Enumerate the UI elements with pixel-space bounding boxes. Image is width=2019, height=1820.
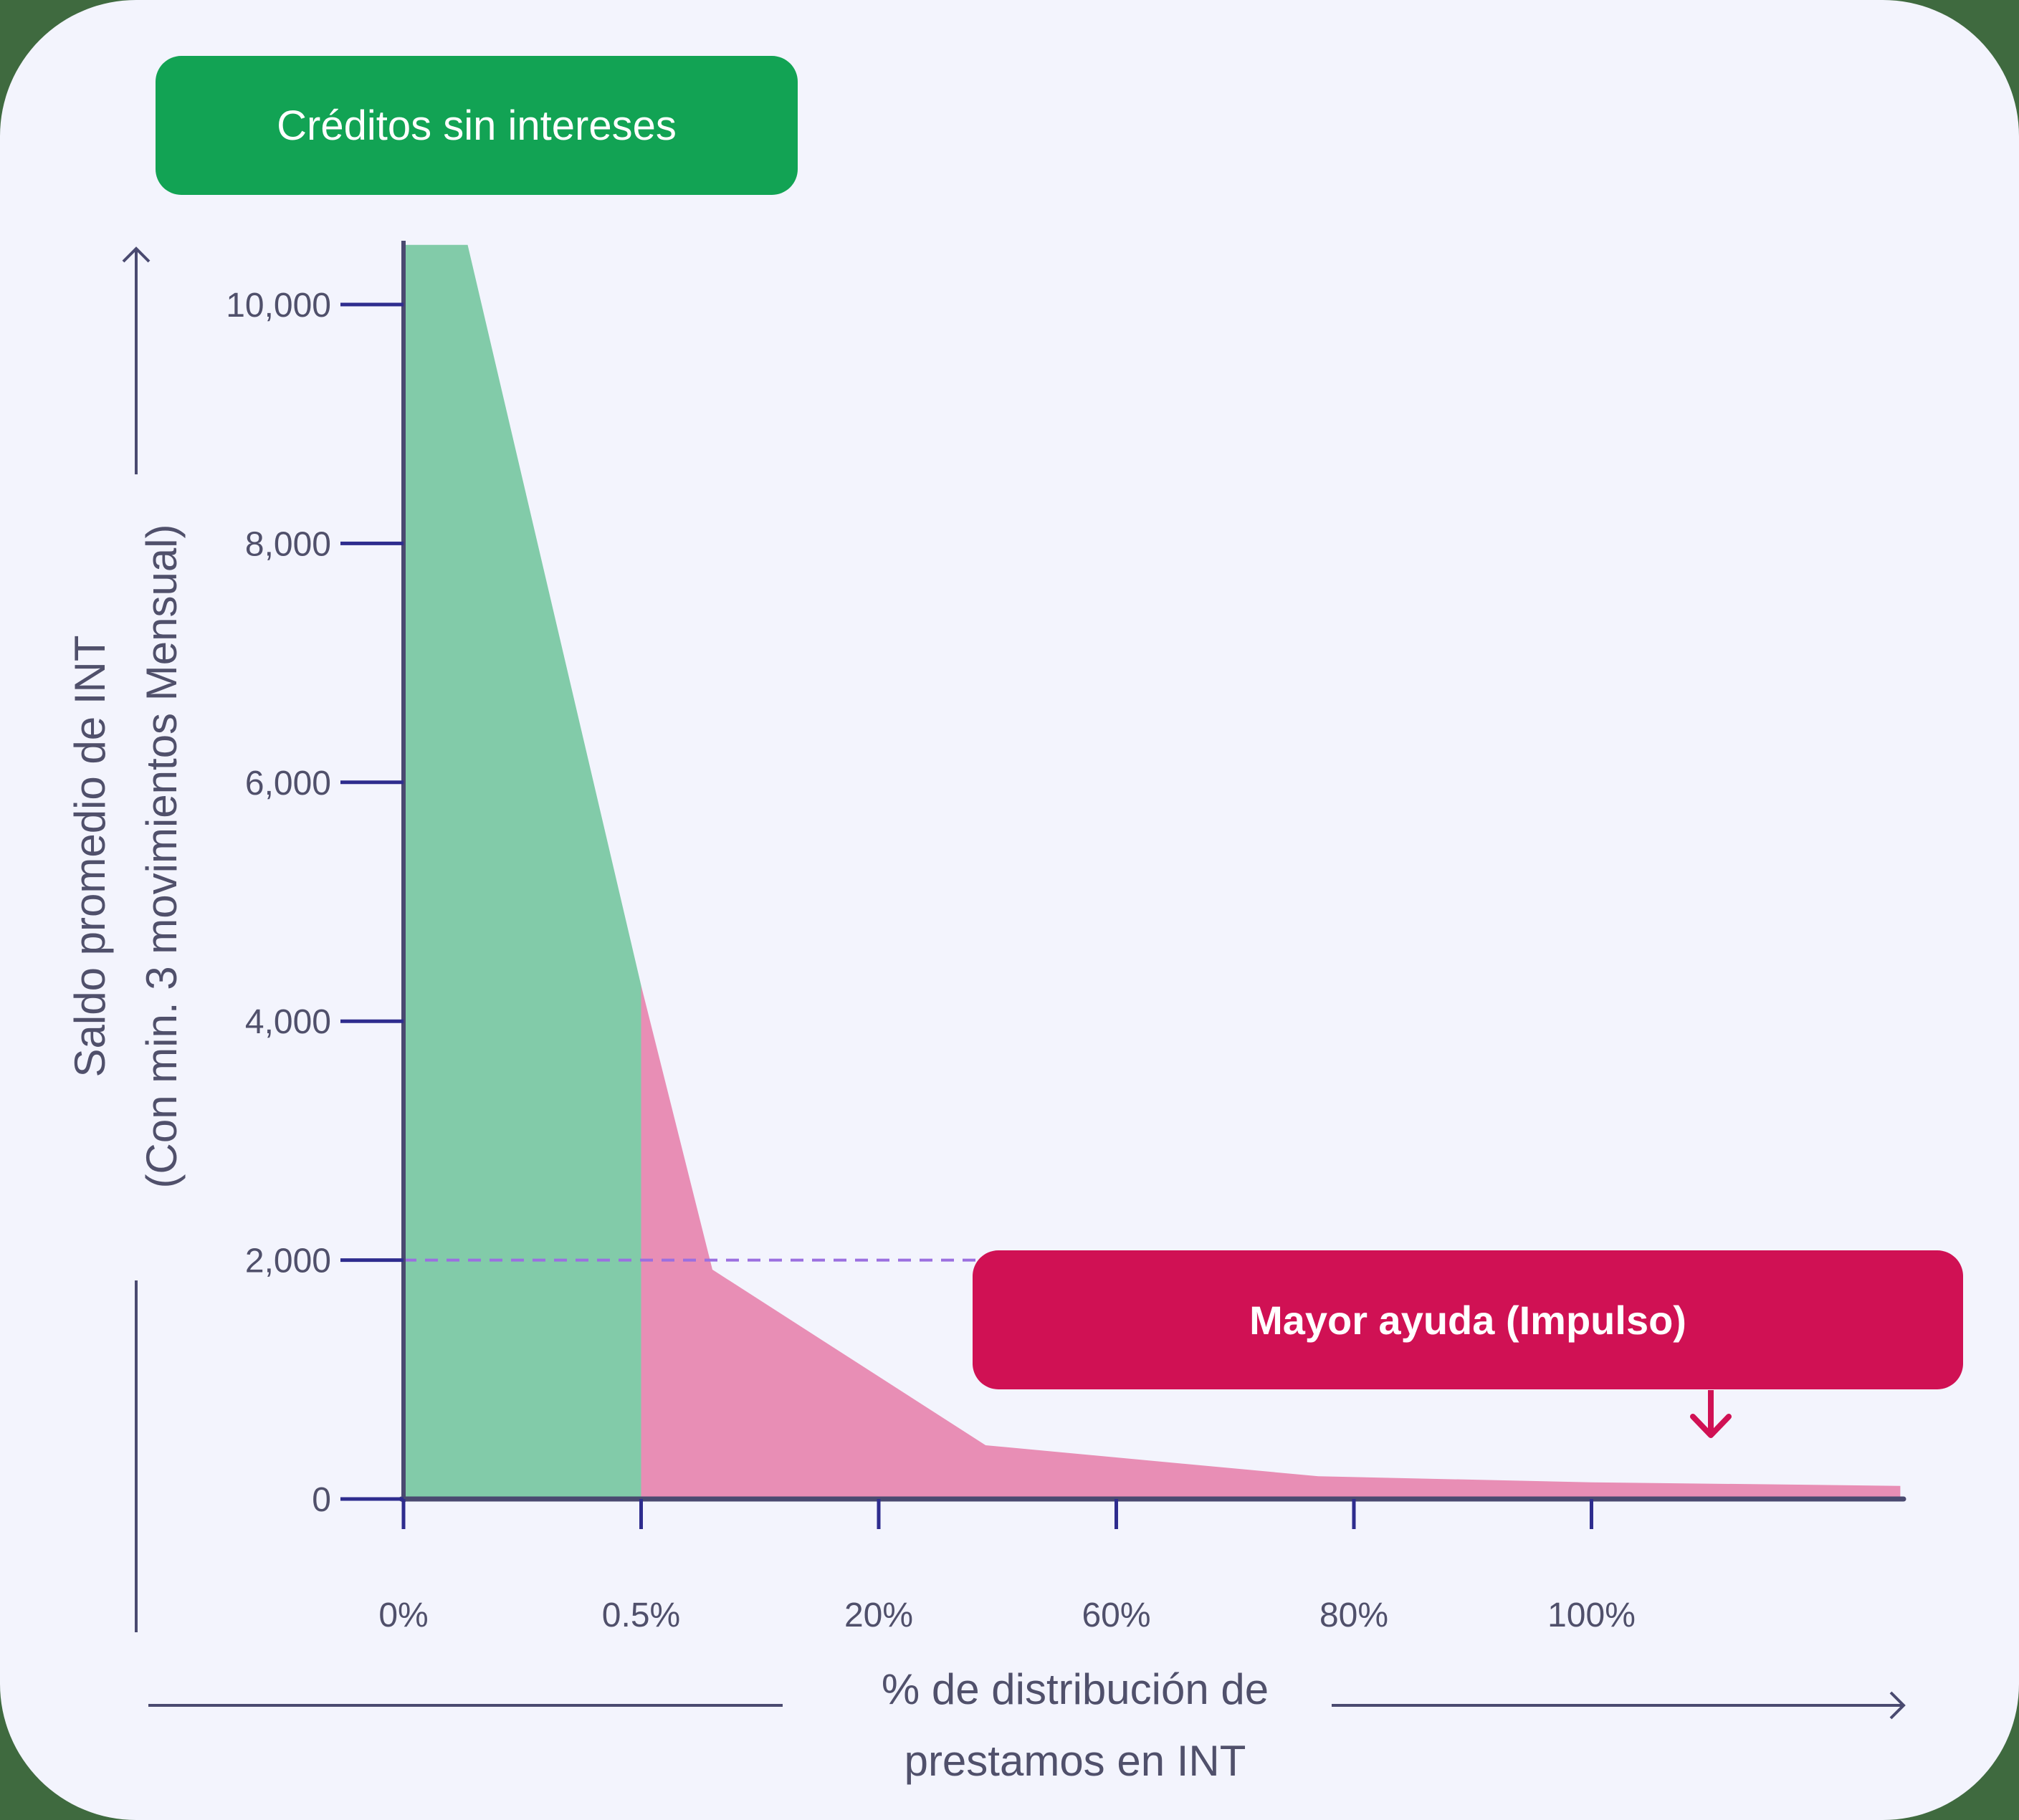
- y-axis-title-line-1: Saldo promedio de INT: [66, 636, 114, 1078]
- x-tick-label: 0%: [378, 1596, 428, 1634]
- x-tick-label: 20%: [844, 1596, 913, 1634]
- arrow-down-icon: [1690, 1390, 1732, 1438]
- area-series-2: [641, 985, 1901, 1499]
- x-tick-label: 60%: [1082, 1596, 1150, 1634]
- x-tick-label: 100%: [1547, 1596, 1636, 1634]
- y-tick-label: 8,000: [245, 525, 331, 563]
- y-axis-arrowhead: [122, 246, 151, 263]
- x-axis-title-line-2: prestamos en INT: [905, 1737, 1246, 1785]
- annotation-creditos-sin-intereses: Créditos sin intereses: [156, 56, 798, 195]
- y-tick-label: 6,000: [245, 765, 331, 803]
- x-axis-title-line-1: % de distribución de: [882, 1665, 1269, 1713]
- y-tick-label: 10,000: [226, 287, 331, 325]
- x-tick-label: 80%: [1319, 1596, 1388, 1634]
- y-axis-title-line-2: (Con min. 3 movimientos Mensual): [138, 525, 186, 1189]
- x-tick-label: 0.5%: [602, 1596, 680, 1634]
- y-tick-label: 4,000: [245, 1003, 331, 1041]
- annotation-mayor-ayuda: Mayor ayuda (Impulso): [973, 1250, 1963, 1389]
- area-series-1: [404, 244, 641, 1500]
- y-tick-label: 2,000: [245, 1242, 331, 1280]
- x-axis-arrowhead: [1889, 1691, 1906, 1720]
- y-tick-label: 0: [312, 1481, 331, 1519]
